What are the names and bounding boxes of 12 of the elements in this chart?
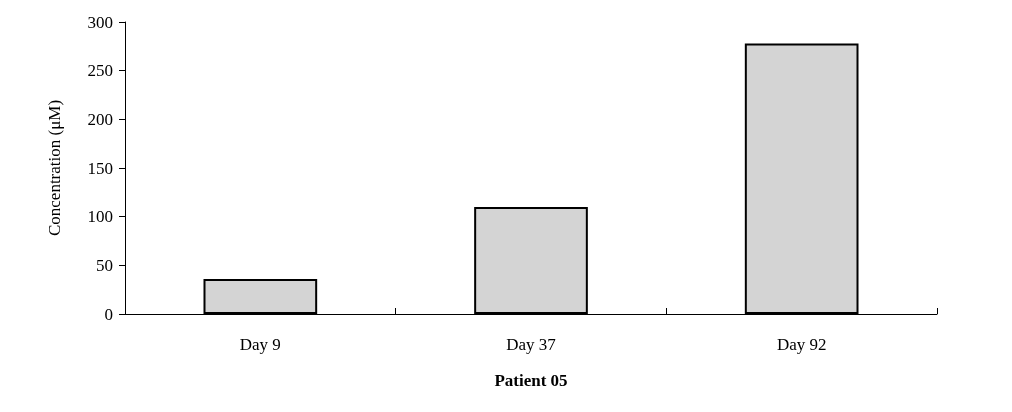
y-tick-label: 0 [104,304,113,324]
y-tick-label: 200 [87,109,113,129]
y-tick-label: 300 [87,12,113,32]
y-tick-label: 150 [87,158,113,178]
y-axis-title: Concentration (μM) [45,99,64,237]
y-tick-label: 50 [96,255,113,275]
x-tick-label: Day 37 [506,335,557,354]
x-axis-title: Patient 05 [494,371,568,390]
y-tick-label: 250 [87,61,113,81]
x-tick-label: Day 9 [239,335,281,354]
y-tick-label: 100 [87,207,113,227]
x-tick-label: Day 92 [776,335,827,354]
